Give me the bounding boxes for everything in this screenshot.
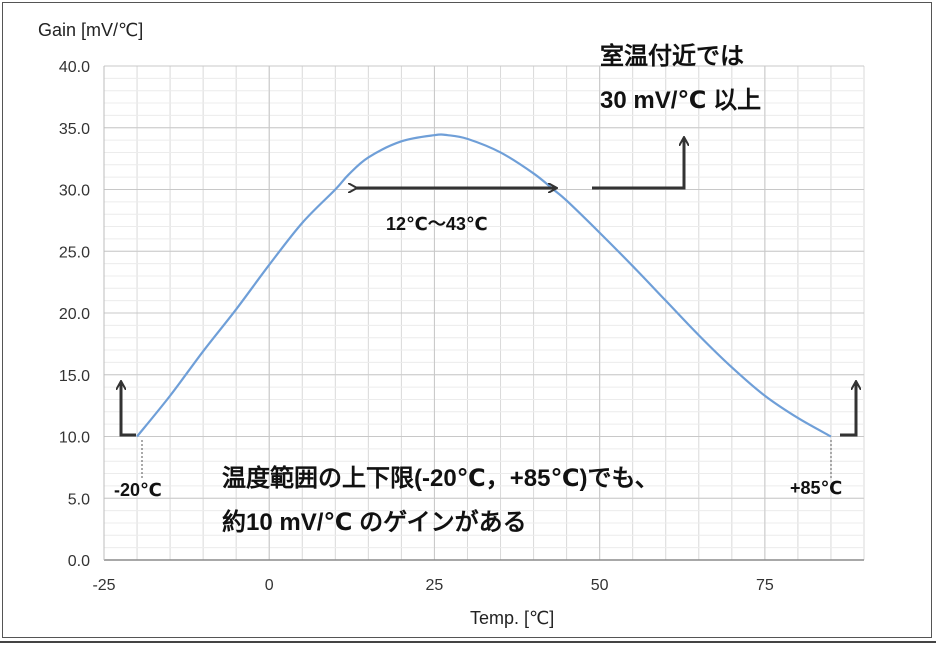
bottom-rule bbox=[0, 641, 936, 643]
x-axis-title: Temp. [℃] bbox=[470, 608, 554, 628]
series bbox=[136, 133, 832, 438]
y-tick-label: 10.0 bbox=[59, 430, 90, 447]
y-axis-title: Gain [mV/℃] bbox=[38, 20, 143, 40]
y-tick-label: 15.0 bbox=[59, 368, 90, 385]
figure-frame bbox=[2, 2, 932, 638]
x-tick-label: 0 bbox=[265, 577, 274, 594]
x-tick-label: 25 bbox=[426, 577, 444, 594]
room-temp-note-line2: 30 mV/℃ 以上 bbox=[600, 87, 761, 114]
y-tick-label: 25.0 bbox=[59, 244, 90, 261]
x-tick-label: -25 bbox=[92, 577, 115, 594]
axes bbox=[103, 66, 864, 561]
tick-labels: 0.0 5.0 10.0 15.0 20.0 25.0 30.0 35.0 40.0 -25 0 25… bbox=[59, 59, 774, 594]
y-tick-label: 30.0 bbox=[59, 183, 90, 200]
y-tick-label: 5.0 bbox=[68, 491, 90, 508]
right-endpoint-arrow bbox=[840, 382, 856, 437]
x-tick-label: 75 bbox=[756, 577, 774, 594]
y-tick-label: 35.0 bbox=[59, 121, 90, 138]
room-temp-pointer-arrow bbox=[592, 138, 684, 190]
y-tick-label: 0.0 bbox=[68, 553, 90, 570]
gridlines bbox=[103, 65, 865, 561]
bottom-note-line2: 約10 mV/℃ のゲインがある bbox=[222, 508, 527, 536]
left-endpoint-arrow bbox=[121, 382, 136, 437]
gain-curve bbox=[136, 133, 832, 438]
left-endpoint-label: -20℃ bbox=[114, 480, 162, 500]
range-label: 12℃～43℃ bbox=[386, 214, 488, 234]
y-tick-label: 40.0 bbox=[59, 59, 90, 76]
bottom-note-line1: 温度範囲の上下限(-20℃，+85℃)でも、 bbox=[222, 464, 659, 492]
x-tick-label: 50 bbox=[591, 577, 609, 594]
annotations: Gain [mV/℃] Temp. [℃] 室温付近では 30 mV/℃ 以上 … bbox=[38, 20, 856, 628]
y-tick-label: 20.0 bbox=[59, 306, 90, 323]
right-endpoint-label: +85℃ bbox=[790, 478, 842, 498]
room-temp-note-line1: 室温付近では bbox=[600, 42, 744, 70]
